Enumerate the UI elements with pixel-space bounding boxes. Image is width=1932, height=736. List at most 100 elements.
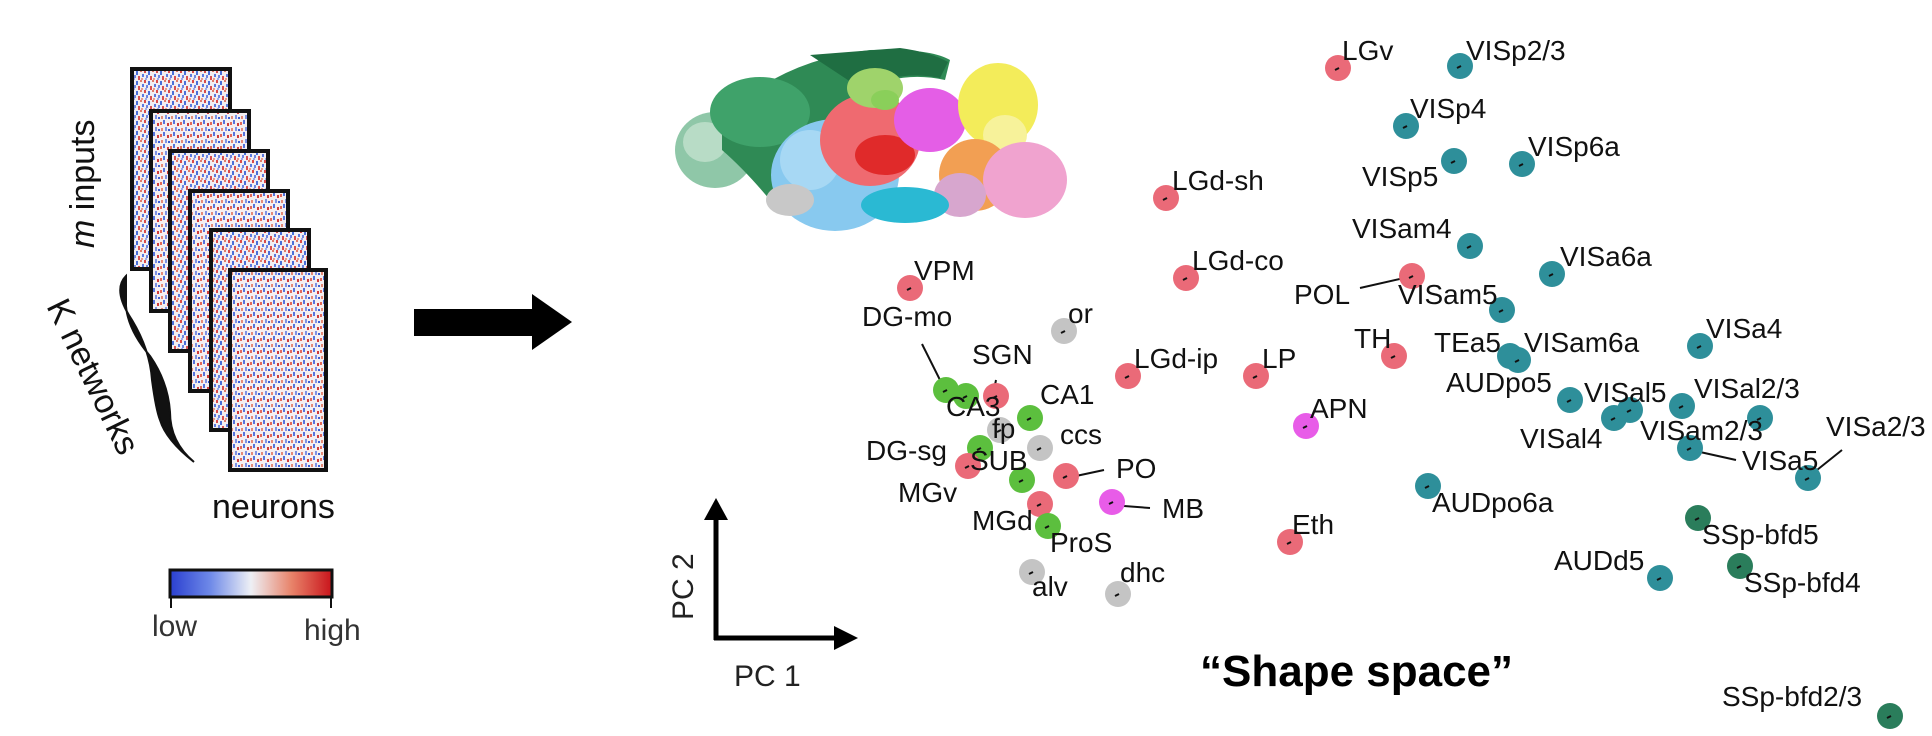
point-tick-visal2-3 bbox=[1678, 405, 1684, 409]
label-lgv: LGv bbox=[1342, 35, 1393, 66]
point-tick-ssp-bfd2-3 bbox=[1886, 715, 1892, 719]
point-tick-po bbox=[1062, 475, 1068, 479]
point-tick-ca1 bbox=[1026, 417, 1032, 421]
point-tick-visam2-3 bbox=[1756, 417, 1762, 421]
point-tick-mgv bbox=[1018, 479, 1024, 483]
label-dg-sg: DG-sg bbox=[866, 435, 947, 466]
k-networks-brace bbox=[119, 273, 195, 463]
point-tick-dg-mo bbox=[942, 389, 948, 393]
label-visa6a: VISa6a bbox=[1560, 241, 1652, 272]
point-tick-audpo5 bbox=[1566, 399, 1572, 403]
label-mb: MB bbox=[1162, 493, 1204, 524]
label-visal2-3: VISal2/3 bbox=[1694, 373, 1800, 404]
label-dhc: dhc bbox=[1120, 557, 1165, 588]
point-tick-visal4 bbox=[1610, 417, 1616, 421]
label-ca1: CA1 bbox=[1040, 379, 1094, 410]
point-tick-mb bbox=[1108, 501, 1114, 505]
colorbar: low high bbox=[152, 568, 361, 647]
pc2-label: PC 2 bbox=[667, 553, 700, 620]
point-tick-visam6a bbox=[1514, 359, 1520, 363]
label-sgn: SGN bbox=[972, 339, 1033, 370]
label-eth: Eth bbox=[1292, 509, 1334, 540]
label-vpm: VPM bbox=[914, 255, 975, 286]
point-tick-sub bbox=[964, 465, 970, 469]
point-tick-visp5 bbox=[1450, 160, 1456, 164]
label-visp4: VISp4 bbox=[1410, 93, 1486, 124]
label-visp6a: VISp6a bbox=[1528, 131, 1620, 162]
pc2-arrowhead bbox=[704, 498, 728, 520]
label-pros: ProS bbox=[1050, 527, 1112, 558]
point-tick-ccs bbox=[1036, 447, 1042, 451]
label-dg-mo: DG-mo bbox=[862, 301, 952, 332]
point-tick-visp6a bbox=[1518, 163, 1524, 167]
point-tick-mgd bbox=[1036, 503, 1042, 507]
label-fp: fp bbox=[992, 413, 1015, 444]
label-mgd: MGd bbox=[972, 505, 1033, 536]
point-tick-eth bbox=[1286, 541, 1292, 545]
brain-atlas-image bbox=[675, 48, 1067, 231]
point-tick-lp bbox=[1252, 375, 1258, 379]
point-tick-visal5 bbox=[1626, 409, 1632, 413]
point-tick-lgd-ip bbox=[1124, 375, 1130, 379]
label-visam6a: VISam6a bbox=[1524, 327, 1640, 358]
label-sub: SUB bbox=[970, 445, 1028, 476]
leader-visa5 bbox=[1699, 451, 1737, 461]
label-audd5: AUDd5 bbox=[1554, 545, 1644, 576]
axis-m-inputs: m inputs bbox=[64, 119, 102, 248]
label-visam5: VISam5 bbox=[1398, 279, 1498, 310]
colorbar-high-label: high bbox=[304, 614, 361, 647]
label-lgd-co: LGd-co bbox=[1192, 245, 1284, 276]
point-tick-th bbox=[1390, 355, 1396, 359]
scatter-points bbox=[897, 53, 1903, 729]
label-lgd-sh: LGd-sh bbox=[1172, 165, 1264, 196]
label-lgd-ip: LGd-ip bbox=[1134, 343, 1218, 374]
label-audpo6a: AUDpo6a bbox=[1432, 487, 1554, 518]
leader-mb bbox=[1123, 505, 1151, 509]
label-visp2-3: VISp2/3 bbox=[1466, 35, 1566, 66]
point-tick-visam5 bbox=[1498, 309, 1504, 313]
axis-neurons: neurons bbox=[212, 488, 335, 526]
point-tick-visam4 bbox=[1466, 245, 1472, 249]
point-labels: LGv VISp2/3 VISp4 VISp5 VISp6a LGd-sh VISam4 VI… bbox=[862, 35, 1926, 712]
leader-po bbox=[1075, 469, 1105, 477]
label-ssp-bfd4: SSp-bfd4 bbox=[1744, 567, 1861, 598]
label-ccs: ccs bbox=[1060, 419, 1102, 450]
point-tick-lgv bbox=[1334, 67, 1340, 71]
point-tick-ssp-bfd5 bbox=[1694, 517, 1700, 521]
label-visam2-3: VISam2/3 bbox=[1640, 415, 1763, 446]
label-po: PO bbox=[1116, 453, 1156, 484]
point-tick-vpm bbox=[906, 287, 912, 291]
label-pol: POL bbox=[1294, 279, 1350, 310]
point-tick-visa5 bbox=[1686, 447, 1692, 451]
point-tick-fp bbox=[996, 429, 1002, 433]
pc1-arrowhead bbox=[834, 626, 858, 650]
point-tick-visp4 bbox=[1402, 125, 1408, 129]
point-tick-visa6a bbox=[1548, 273, 1554, 277]
point-tick-audpo6a bbox=[1424, 485, 1430, 489]
point-tick-lgd-sh bbox=[1162, 197, 1168, 201]
label-visa5: VISa5 bbox=[1742, 445, 1818, 476]
label-apn: APN bbox=[1310, 393, 1368, 424]
pc1-label: PC 1 bbox=[734, 660, 801, 693]
transform-arrow bbox=[414, 294, 572, 350]
label-ssp-bfd5: SSp-bfd5 bbox=[1702, 519, 1819, 550]
point-tick-visa2-3 bbox=[1804, 477, 1810, 481]
label-or: or bbox=[1068, 298, 1093, 329]
pc-axes: PC 2 PC 1 bbox=[667, 498, 858, 693]
label-visal4: VISal4 bbox=[1520, 423, 1603, 454]
point-tick-audd5 bbox=[1656, 577, 1662, 581]
label-lp: LP bbox=[1262, 343, 1296, 374]
leader-pol bbox=[1359, 277, 1405, 289]
label-visa4: VISa4 bbox=[1706, 313, 1782, 344]
label-tea5: TEa5 bbox=[1434, 327, 1501, 358]
point-tick-visp2-3 bbox=[1456, 65, 1462, 69]
label-visam4: VISam4 bbox=[1352, 213, 1452, 244]
point-tick-dhc bbox=[1114, 593, 1120, 597]
shape-space-title: “Shape space” bbox=[1200, 647, 1513, 696]
label-mgv: MGv bbox=[898, 477, 957, 508]
point-tick-pol bbox=[1408, 275, 1414, 279]
point-tick-pros bbox=[1044, 525, 1050, 529]
point-tick-apn bbox=[1302, 425, 1308, 429]
label-audpo5: AUDpo5 bbox=[1446, 367, 1552, 398]
